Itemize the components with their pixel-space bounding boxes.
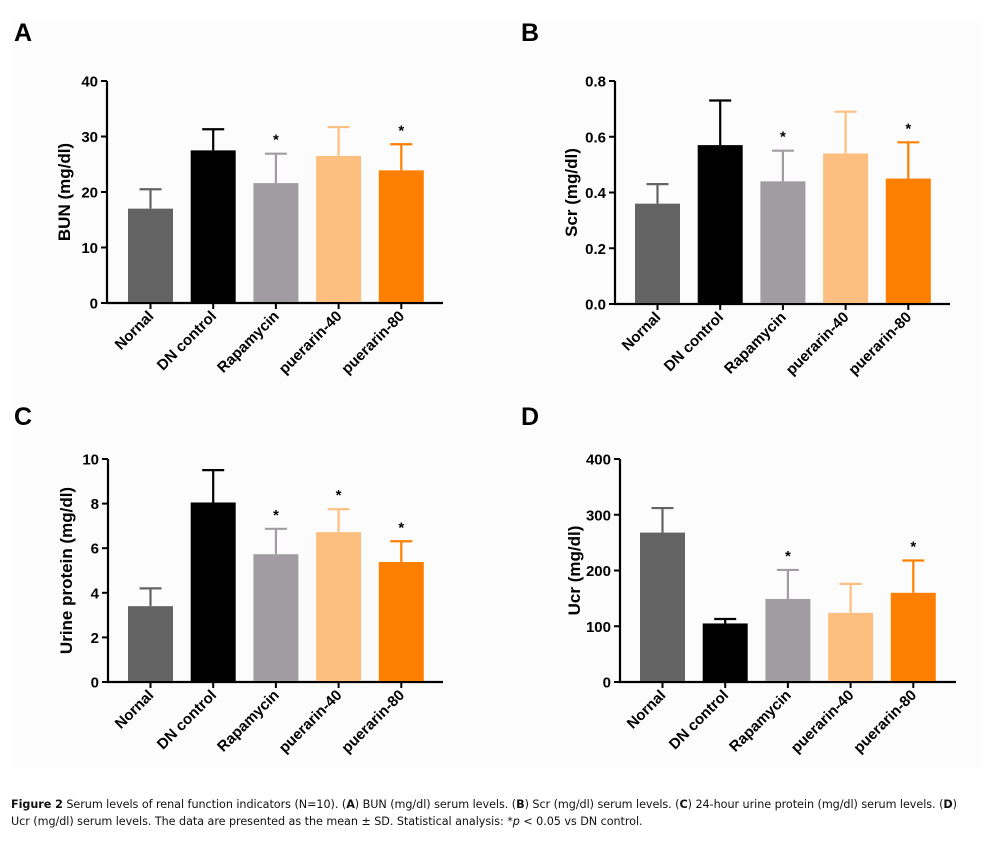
bar-puerarin-80 — [378, 170, 424, 302]
caption-text: ) Scr (mg/dl) serum levels. ( — [524, 798, 680, 811]
caption-text: < 0.05 vs DN control. — [519, 815, 643, 828]
x-category-label: puerarin-80 — [850, 687, 920, 757]
y-tick-label: 0.4 — [585, 185, 607, 202]
y-tick-label: 0 — [603, 675, 611, 692]
significance-marker: * — [785, 548, 791, 565]
bar-rapamycin — [760, 181, 806, 303]
significance-marker: * — [398, 519, 404, 536]
y-axis-title: Scr (mg/dl) — [562, 148, 581, 237]
significance-marker: * — [336, 487, 342, 504]
caption-ref: C — [679, 798, 688, 811]
bar-rapamycin — [253, 554, 299, 681]
bar-dn-control — [190, 150, 236, 302]
y-axis-title: Urine protein (mg/dl) — [57, 487, 76, 654]
caption-text: Serum levels of renal function indicator… — [62, 798, 347, 811]
bar-rapamycin — [765, 598, 811, 681]
y-tick-label: 200 — [586, 563, 611, 580]
caption-ref: B — [516, 798, 525, 811]
y-tick-label: 8 — [91, 496, 99, 513]
caption-ref: A — [346, 798, 355, 811]
significance-marker: * — [905, 120, 911, 137]
bar-rapamycin — [253, 183, 299, 302]
bar-nornal — [128, 208, 173, 302]
x-category-label: Nornal — [624, 687, 670, 733]
bar-puerarin-40 — [316, 532, 362, 681]
bar-dn-control — [702, 623, 748, 681]
bar-puerarin-40 — [828, 612, 874, 681]
caption-text: Ucr (mg/dl) serum levels. The data are p… — [11, 815, 513, 828]
bar-nornal — [635, 203, 680, 303]
y-axis-title: BUN (mg/dl) — [55, 143, 74, 241]
bar-puerarin-40 — [823, 153, 869, 303]
y-tick-label: 0 — [90, 296, 98, 313]
y-tick-label: 100 — [586, 619, 611, 636]
x-category-label: Rapamycin — [726, 687, 795, 756]
y-tick-label: 0.8 — [585, 74, 606, 91]
significance-marker: * — [273, 132, 279, 149]
x-category-label: puerarin-40 — [788, 687, 858, 757]
bar-dn-control — [190, 502, 236, 681]
bar-nornal — [640, 532, 685, 681]
y-tick-label: 2 — [91, 630, 99, 647]
y-tick-label: 10 — [81, 240, 98, 257]
y-tick-label: 40 — [81, 74, 98, 91]
y-axis-title: Ucr (mg/dl) — [565, 526, 584, 616]
bar-dn-control — [697, 145, 743, 303]
panel-letter: C — [14, 403, 32, 431]
caption-ref: D — [943, 798, 953, 811]
y-tick-label: 6 — [91, 541, 99, 558]
y-tick-label: 30 — [81, 129, 98, 146]
panel-letter: B — [521, 19, 539, 47]
y-tick-label: 400 — [586, 452, 611, 469]
y-tick-label: 0 — [91, 675, 99, 692]
significance-marker: * — [910, 538, 916, 555]
figure-background — [14, 21, 980, 768]
caption-figure-label: Figure 2 — [11, 798, 63, 811]
bar-puerarin-40 — [316, 155, 362, 302]
y-tick-label: 4 — [91, 585, 100, 602]
bar-puerarin-80 — [378, 562, 424, 681]
y-tick-label: 0.6 — [585, 129, 606, 146]
x-category-label: DN control — [666, 687, 732, 753]
y-tick-label: 0.2 — [585, 241, 606, 258]
panel-letter: A — [14, 19, 32, 47]
y-tick-label: 20 — [81, 185, 98, 202]
y-tick-label: 0.0 — [585, 297, 606, 314]
caption-p-symbol: p — [512, 815, 520, 828]
significance-marker: * — [398, 122, 404, 139]
bar-puerarin-80 — [890, 592, 936, 681]
y-tick-label: 10 — [82, 452, 99, 469]
bar-nornal — [128, 606, 173, 681]
figure-caption: Figure 2 Serum levels of renal function … — [11, 796, 991, 830]
caption-text: ) 24-hour urine protein (mg/dl) serum le… — [687, 798, 944, 811]
caption-text: ) — [952, 798, 957, 811]
caption-text: ) BUN (mg/dl) serum levels. ( — [354, 798, 517, 811]
panel-letter: D — [521, 403, 539, 431]
significance-marker: * — [273, 507, 279, 524]
bar-puerarin-80 — [885, 178, 931, 303]
significance-marker: * — [780, 129, 786, 146]
y-tick-label: 300 — [586, 507, 611, 524]
